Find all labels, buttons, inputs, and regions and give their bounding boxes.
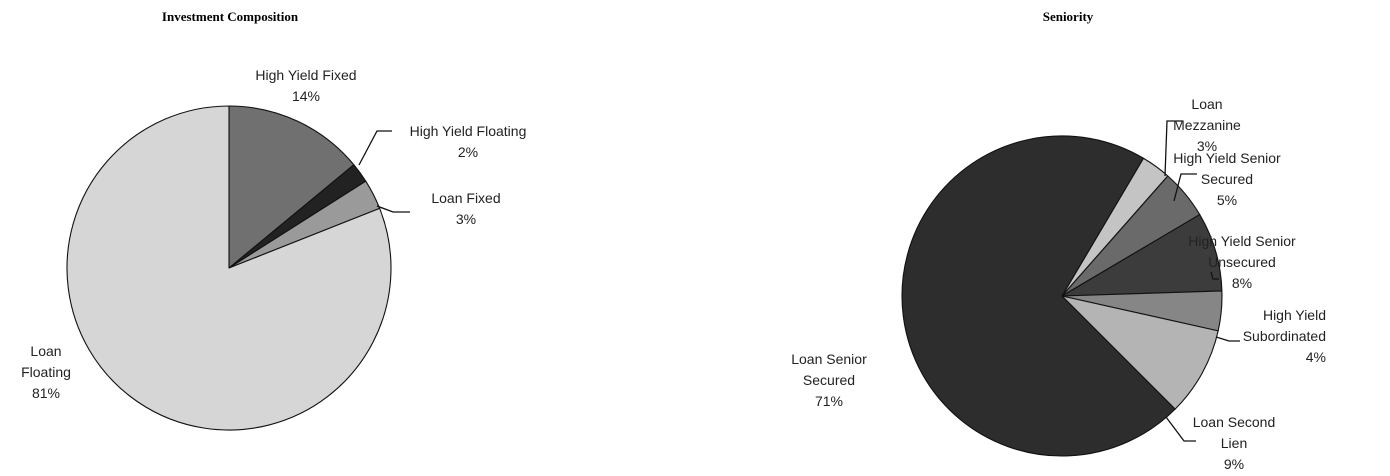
slice-label-line: High Yield (1263, 307, 1326, 323)
slice-label-line: Lien (1221, 435, 1247, 451)
slice-label-high-yield-fixed: High Yield Fixed 14% (255, 67, 356, 104)
slice-percent: 14% (292, 88, 320, 104)
slice-label-loan-fixed: Loan Fixed 3% (431, 190, 500, 227)
slice-label-line: Secured (1201, 171, 1253, 187)
leader-line-loan-mezzanine (1164, 120, 1183, 177)
slice-loan-floating (66, 105, 392, 431)
leader-line-high-yield-senior-unsecured (1210, 271, 1219, 280)
leader-line-loan-fixed (376, 205, 410, 213)
slice-label-loan-mezzanine: Loan Mezzanine 3% (1173, 96, 1241, 154)
investment-composition-pie: High Yield Fixed 14% High Yield Floating 2%… (21, 67, 527, 431)
leader-line-loan-second-lien (1165, 416, 1196, 442)
slice-label-line: Secured (803, 372, 855, 388)
slice-label-line: Loan (30, 343, 61, 359)
slice-percent: 81% (32, 385, 60, 401)
slice-label-line: High Yield Floating (410, 123, 527, 139)
slice-label-line: Loan (1191, 96, 1222, 112)
slice-loan-second-lien (1061, 295, 1219, 410)
slice-label-line: Loan Fixed (431, 190, 500, 206)
slice-label-line: Unsecured (1208, 254, 1276, 270)
chart-title: Investment Composition (161, 9, 299, 24)
slice-label-loan-floating: Loan Floating 81% (21, 343, 71, 401)
leader-line-high-yield-floating (358, 130, 392, 166)
slice-label-loan-senior-secured: Loan Senior Secured 71% (791, 351, 867, 409)
slice-label-loan-second-lien: Loan Second Lien 9% (1193, 414, 1276, 472)
slice-label-line: Loan Second (1193, 414, 1276, 430)
leader-line-high-yield-senior-secured (1173, 173, 1197, 202)
slice-label-line: Subordinated (1243, 328, 1326, 344)
leader-line-high-yield-subordinated (1212, 335, 1240, 342)
slice-label-line: High Yield Senior (1188, 233, 1296, 249)
slice-percent: 8% (1232, 275, 1252, 291)
seniority-chart: Seniority Loan Mezzanine 3% High Yield Seni… (700, 0, 1390, 476)
slice-percent: 5% (1217, 192, 1237, 208)
slice-label-line: High Yield Senior (1173, 150, 1281, 166)
slice-percent: 71% (815, 393, 843, 409)
slice-percent: 3% (456, 211, 476, 227)
slice-percent: 4% (1306, 349, 1326, 365)
slice-percent: 9% (1224, 456, 1244, 472)
slice-label-high-yield-senior-unsecured: High Yield Senior Unsecured 8% (1188, 233, 1296, 291)
slice-label-line: Loan Senior (791, 351, 867, 367)
chart-title: Seniority (1042, 9, 1094, 24)
slice-label-high-yield-floating: High Yield Floating 2% (410, 123, 527, 160)
slice-percent: 3% (1197, 138, 1217, 154)
slice-label-line: Mezzanine (1173, 117, 1241, 133)
slice-label-high-yield-senior-secured: High Yield Senior Secured 5% (1173, 150, 1281, 208)
slice-label-high-yield-subordinated: High Yield Subordinated 4% (1243, 307, 1326, 365)
slice-label-line: Floating (21, 364, 71, 380)
slice-high-yield-fixed (228, 105, 355, 269)
investment-composition-chart: Investment Composition High Yield Fixed 1… (21, 9, 527, 431)
slice-label-line: High Yield Fixed (255, 67, 356, 83)
slice-loan-senior-secured (901, 135, 1176, 457)
seniority-pie: Loan Mezzanine 3%High Yield Senior Secured 5… (791, 96, 1326, 472)
slice-percent: 2% (458, 144, 478, 160)
